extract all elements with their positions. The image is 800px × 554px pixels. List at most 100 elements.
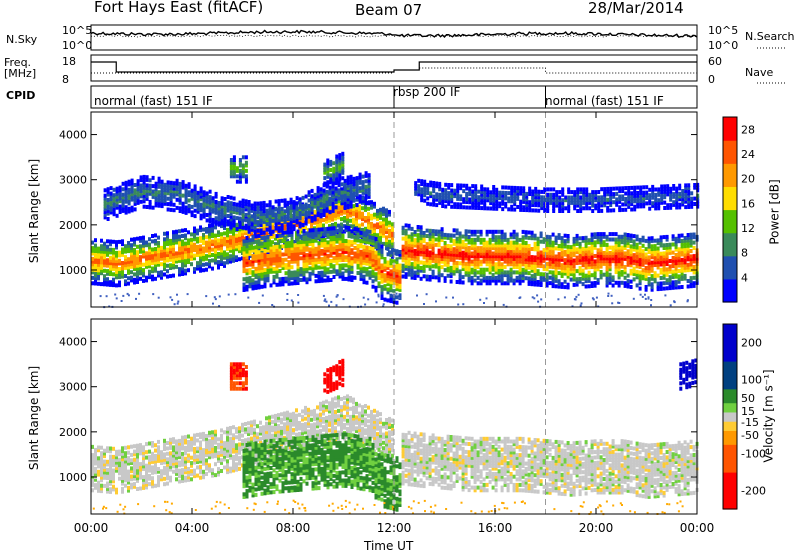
- heatmap-cell: [163, 248, 166, 253]
- heatmap-cell: [522, 194, 526, 199]
- heatmap-cell: [245, 271, 249, 276]
- heatmap-cell: [518, 270, 522, 275]
- heatmap-cell: [429, 202, 433, 207]
- heatmap-cell: [371, 252, 375, 257]
- heatmap-cell: [278, 279, 282, 284]
- heatmap-cell: [109, 250, 112, 255]
- heatmap-cell: [656, 265, 660, 270]
- heatmap-cell: [169, 257, 172, 262]
- heatmap-cell: [500, 229, 504, 234]
- heatmap-cell: [118, 191, 122, 195]
- heatmap-cell: [644, 268, 648, 273]
- heatmap-cell: [326, 234, 330, 239]
- heatmap-cell: [130, 270, 133, 275]
- heatmap-cell: [238, 200, 242, 205]
- heatmap-cell: [352, 217, 355, 222]
- heatmap-cell: [257, 271, 261, 276]
- heatmap-cell: [468, 200, 472, 205]
- heatmap-cell: [356, 262, 360, 267]
- heatmap-cell: [609, 189, 613, 194]
- heatmap-cell: [148, 186, 152, 191]
- heatmap-cell: [486, 192, 490, 197]
- heatmap-cell: [647, 263, 651, 268]
- heatmap-cell: [160, 190, 164, 195]
- heatmap-cell: [142, 278, 145, 283]
- heatmap-cell: [334, 221, 337, 226]
- heatmap-cell: [356, 252, 360, 256]
- heatmap-cell: [238, 235, 241, 240]
- heatmap-cell: [389, 293, 393, 298]
- heatmap-cell: [383, 286, 387, 291]
- heatmap-cell: [154, 255, 157, 260]
- heatmap-cell: [217, 201, 221, 205]
- heatmap-cell: [109, 239, 112, 244]
- heatmap-cell: [455, 269, 459, 274]
- heatmap-cell: [669, 203, 673, 208]
- heatmap-cell: [346, 194, 350, 199]
- heatmap-cell: [284, 241, 288, 246]
- heatmap-cell: [148, 237, 151, 242]
- heatmap-cell: [414, 189, 418, 194]
- heatmap-cell: [166, 185, 170, 190]
- heatmap-cell: [603, 187, 607, 192]
- heatmap-cell: [527, 254, 531, 259]
- heatmap-cell: [242, 244, 246, 249]
- heatmap-cell: [431, 272, 435, 277]
- heatmap-cell: [494, 251, 498, 256]
- heatmap-cell: [581, 263, 585, 268]
- heatmap-cell: [453, 204, 457, 209]
- heatmap-cell: [190, 256, 193, 261]
- heatmap-cell: [509, 235, 513, 240]
- heatmap-cell: [473, 270, 477, 275]
- heatmap-cell: [334, 208, 337, 213]
- heatmap-cell: [361, 188, 365, 193]
- heatmap-cell: [254, 285, 258, 290]
- heatmap-cell: [554, 241, 558, 245]
- heatmap-cell: [503, 259, 507, 264]
- heatmap-cell: [362, 236, 366, 241]
- heatmap-cell: [494, 278, 498, 283]
- heatmap-cell: [621, 189, 625, 193]
- heatmap-cell: [211, 242, 214, 247]
- heatmap-cell: [606, 189, 610, 194]
- heatmap-cell: [638, 275, 642, 280]
- heatmap-cell: [115, 259, 118, 263]
- heatmap-cell: [512, 246, 516, 251]
- heatmap-cell: [292, 221, 295, 226]
- heatmap-cell: [202, 227, 205, 232]
- heatmap-cell: [482, 270, 486, 275]
- heatmap-cell: [440, 259, 444, 264]
- heatmap-cell: [446, 268, 450, 273]
- heatmap-cell: [338, 236, 342, 241]
- heatmap-cell: [446, 265, 450, 270]
- heatmap-cell: [410, 240, 414, 245]
- heatmap-cell: [181, 250, 184, 255]
- heatmap-cell: [497, 262, 501, 267]
- heatmap-cell: [283, 203, 287, 208]
- heatmap-cell: [248, 284, 252, 289]
- heatmap-cell: [350, 242, 354, 247]
- heatmap-cell: [208, 242, 211, 247]
- heatmap-cell: [561, 187, 565, 192]
- heatmap-cell: [388, 212, 391, 217]
- heatmap-cell: [229, 203, 233, 208]
- heatmap-cell: [181, 228, 184, 233]
- heatmap-cell: [536, 236, 540, 241]
- heatmap-cell: [588, 195, 592, 200]
- heatmap-cell: [367, 212, 370, 217]
- heatmap-cell: [456, 196, 460, 201]
- heatmap-cell: [476, 248, 480, 253]
- heatmap-cell: [308, 247, 312, 252]
- heatmap-cell: [121, 242, 124, 247]
- heatmap-cell: [169, 183, 173, 188]
- heatmap-cell: [304, 218, 308, 223]
- heatmap-cell: [489, 201, 493, 206]
- heatmap-cell: [322, 188, 326, 193]
- heatmap-cell: [353, 259, 357, 264]
- heatmap-cell: [274, 223, 278, 228]
- heatmap-cell: [530, 265, 534, 270]
- heatmap-cell: [326, 243, 330, 248]
- heatmap-cell: [271, 240, 274, 245]
- heatmap-cell: [250, 243, 253, 248]
- heatmap-cell: [211, 253, 214, 257]
